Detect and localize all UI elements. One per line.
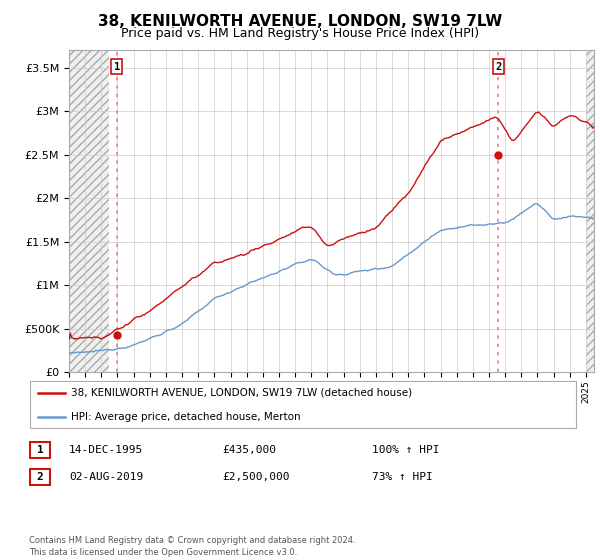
Text: Contains HM Land Registry data © Crown copyright and database right 2024.
This d: Contains HM Land Registry data © Crown c… xyxy=(29,536,355,557)
Text: 1: 1 xyxy=(37,445,44,455)
Text: 14-DEC-1995: 14-DEC-1995 xyxy=(69,445,143,455)
Text: 73% ↑ HPI: 73% ↑ HPI xyxy=(372,472,433,482)
Text: HPI: Average price, detached house, Merton: HPI: Average price, detached house, Mert… xyxy=(71,412,301,422)
Text: £435,000: £435,000 xyxy=(222,445,276,455)
FancyBboxPatch shape xyxy=(30,381,576,428)
Bar xyxy=(69,50,109,372)
Bar xyxy=(586,50,594,372)
Text: 2: 2 xyxy=(495,62,502,72)
Text: 02-AUG-2019: 02-AUG-2019 xyxy=(69,472,143,482)
Text: 38, KENILWORTH AVENUE, LONDON, SW19 7LW (detached house): 38, KENILWORTH AVENUE, LONDON, SW19 7LW … xyxy=(71,388,412,398)
Text: 100% ↑ HPI: 100% ↑ HPI xyxy=(372,445,439,455)
Text: Price paid vs. HM Land Registry's House Price Index (HPI): Price paid vs. HM Land Registry's House … xyxy=(121,27,479,40)
Text: 38, KENILWORTH AVENUE, LONDON, SW19 7LW: 38, KENILWORTH AVENUE, LONDON, SW19 7LW xyxy=(98,14,502,29)
Text: £2,500,000: £2,500,000 xyxy=(222,472,290,482)
Text: 2: 2 xyxy=(37,472,44,482)
Text: 1: 1 xyxy=(113,62,120,72)
